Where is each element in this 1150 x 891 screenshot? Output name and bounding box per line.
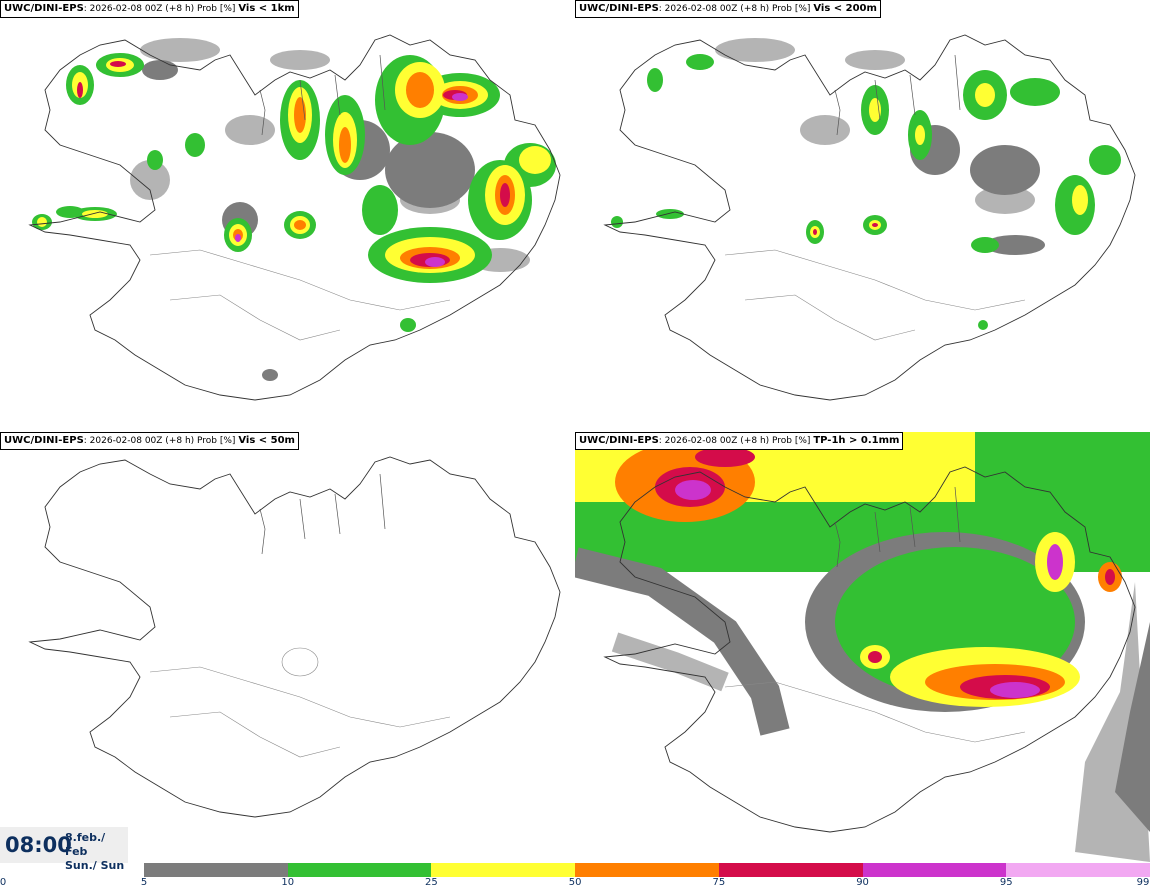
probability-field — [32, 38, 556, 381]
coastline — [28, 34, 561, 401]
valid-date: 8.feb./ Feb Sun./ Sun — [65, 831, 125, 872]
colorbar-tick-label: 50 — [568, 877, 582, 888]
coastline — [603, 466, 1136, 833]
colorbar-segment — [144, 863, 288, 877]
colorbar-segment — [1006, 863, 1150, 877]
map-panel-vis-200m: UWC/DINI-EPS: 2026-02-08 00Z (+8 h) Prob… — [575, 0, 1150, 430]
colorbar-tick-label: 99 — [1136, 877, 1150, 888]
colorbar-tick-label: 0 — [0, 877, 7, 888]
valid-time: 08:00 — [5, 833, 72, 857]
coastline — [603, 34, 1136, 401]
iceland-map — [28, 456, 561, 818]
colorbar-segment — [575, 863, 719, 877]
panel-title: UWC/DINI-EPS: 2026-02-08 00Z (+8 h) Prob… — [575, 432, 904, 450]
colorbar-tick-label: 25 — [425, 877, 438, 888]
map-panel-vis-50m: UWC/DINI-EPS: 2026-02-08 00Z (+8 h) Prob… — [0, 432, 575, 862]
iceland-map — [28, 34, 561, 401]
colorbar-tick-label: 75 — [712, 877, 726, 888]
colorbar-tick-label: 90 — [856, 877, 869, 888]
panel-title: UWC/DINI-EPS: 2026-02-08 00Z (+8 h) Prob… — [0, 0, 299, 18]
colorbar-segment — [287, 863, 432, 877]
map-panel-tp-1h: UWC/DINI-EPS: 2026-02-08 00Z (+8 h) Prob… — [575, 432, 1150, 862]
colorbar-tick-label: 10 — [281, 877, 295, 888]
colorbar-tick-label: 95 — [999, 877, 1013, 888]
panel-title: UWC/DINI-EPS: 2026-02-08 00Z (+8 h) Prob… — [0, 432, 299, 450]
probability-field — [611, 38, 1121, 330]
coastline — [28, 456, 561, 818]
iceland-map — [603, 34, 1136, 401]
iceland-map — [575, 432, 1150, 862]
panel-title: UWC/DINI-EPS: 2026-02-08 00Z (+8 h) Prob… — [575, 0, 881, 18]
colorbar-segment — [862, 863, 1007, 877]
colorbar-ticks: 0 5 10 25 50 75 90 95 99 — [0, 877, 1150, 891]
colorbar-segment — [431, 863, 576, 877]
probability-field — [575, 432, 1150, 862]
colorbar-segment — [718, 863, 863, 877]
colorbar-tick-label: 5 — [140, 877, 148, 888]
valid-time-box: 08:00 8.feb./ Feb Sun./ Sun — [0, 827, 128, 872]
colorbar — [144, 863, 1150, 877]
map-panel-vis-1km: UWC/DINI-EPS: 2026-02-08 00Z (+8 h) Prob… — [0, 0, 575, 430]
